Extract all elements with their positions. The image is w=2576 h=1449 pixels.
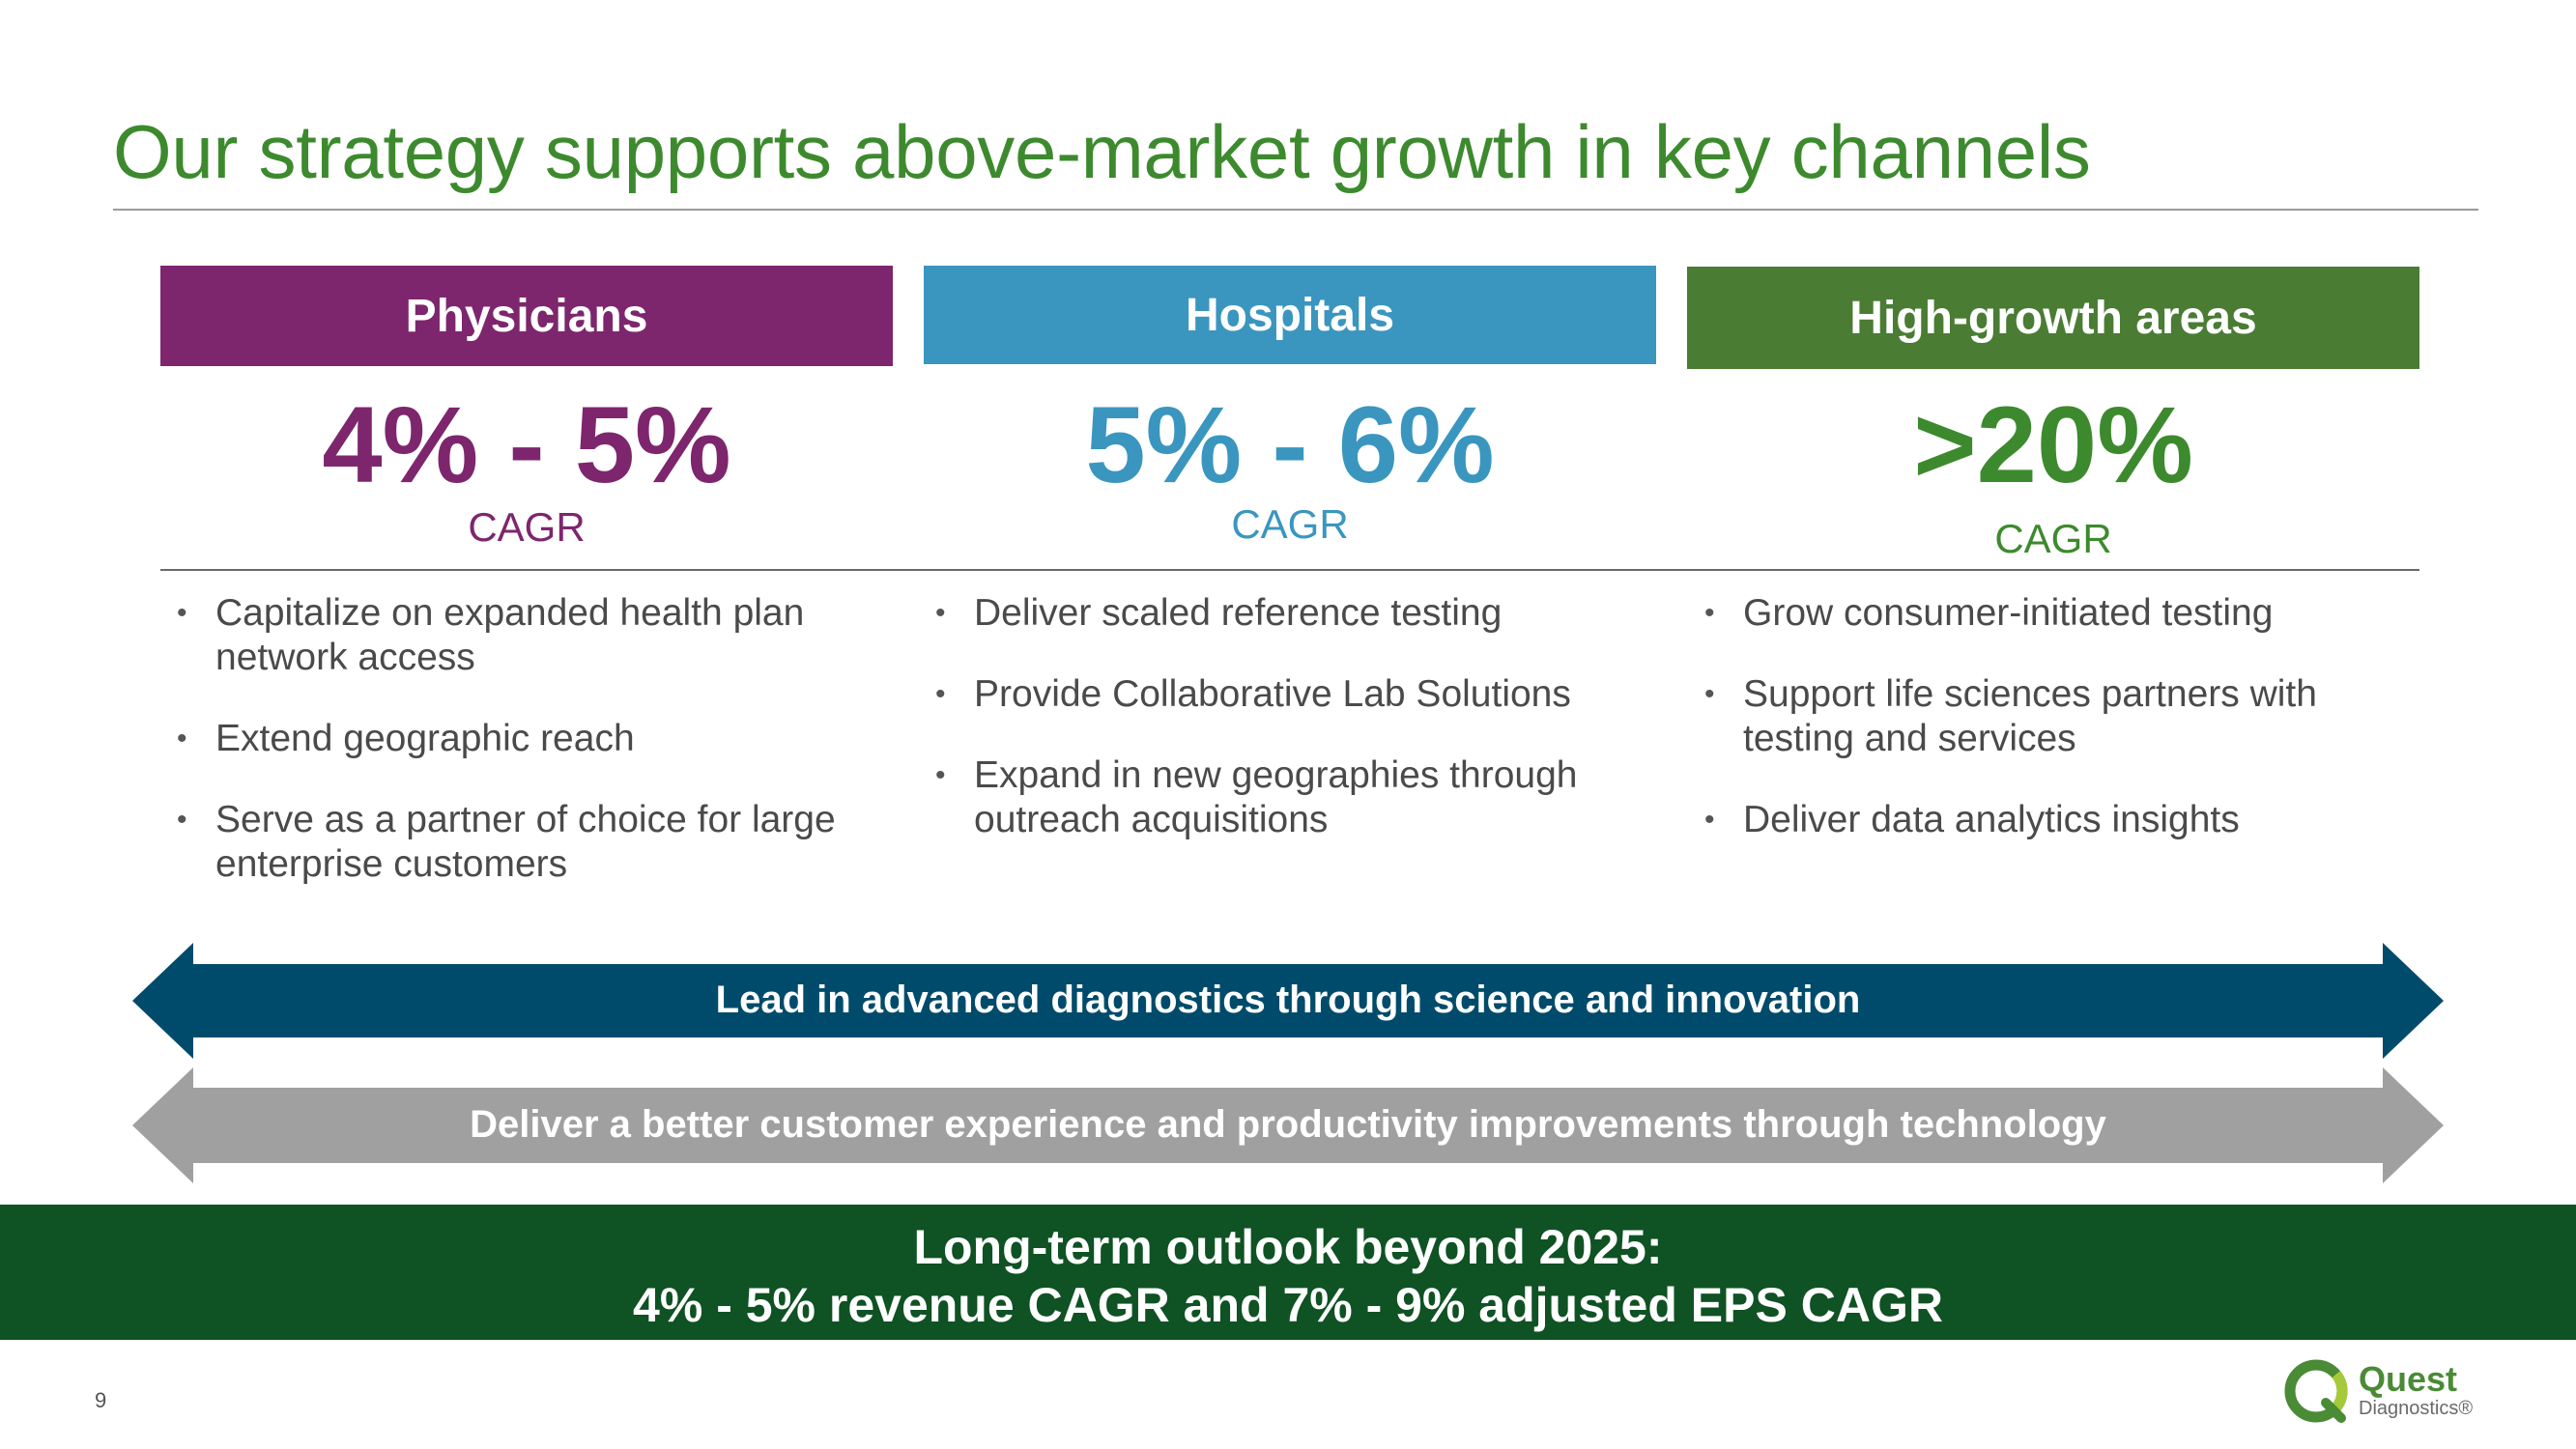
quest-diagnostics-logo: Quest Diagnostics® — [2277, 1356, 2500, 1424]
list-item: • Capitalize on expanded health plan netw… — [177, 592, 805, 678]
logo-subtitle: Diagnostics® — [2359, 1398, 2474, 1419]
hospitals-bullet-list: • Deliver scaled reference testing • Provi… — [935, 591, 1650, 879]
high-growth-bullet-list: • Grow consumer-initiated testing • Suppor… — [1704, 591, 2400, 879]
bullet-icon: • — [177, 723, 187, 754]
header-physicians: Physicians — [160, 266, 893, 366]
high-growth-value: >20% — [1913, 384, 2193, 505]
list-item: • Serve as a partner of choice for large … — [177, 799, 836, 885]
bullet-icon: • — [935, 759, 946, 791]
list-item: • Provide Collaborative Lab Solutions — [935, 673, 1571, 715]
bullet-icon: • — [177, 597, 187, 629]
header-hospitals: Hospitals — [924, 266, 1656, 364]
page-number: 9 — [95, 1388, 107, 1412]
customer-experience-arrow: Deliver a better customer experience and… — [132, 1067, 2444, 1183]
high-growth-cagr-label: CAGR — [1994, 516, 2112, 561]
bullet-icon: • — [1704, 804, 1715, 836]
physicians-bullet-list: • Capitalize on expanded health plan netw… — [177, 591, 853, 923]
bullet-icon: • — [935, 678, 946, 710]
list-item: • Deliver scaled reference testing — [935, 592, 1503, 634]
outlook-heading: Long-term outlook beyond 2025: — [913, 1220, 1663, 1274]
long-term-outlook-banner: Long-term outlook beyond 2025: 4% - 5% r… — [0, 1205, 2576, 1340]
science-innovation-label: Lead in advanced diagnostics through sci… — [715, 979, 1861, 1021]
logo-wordmark: Quest — [2359, 1359, 2458, 1399]
double-arrow-icon — [132, 1067, 2444, 1183]
title-divider — [113, 209, 2478, 211]
header-high-growth: High-growth areas — [1687, 267, 2419, 369]
bullet-icon: • — [1704, 597, 1715, 629]
bullet-icon: • — [935, 597, 946, 629]
quest-logo-icon — [2284, 1359, 2348, 1423]
list-item: • Grow consumer-initiated testing — [1704, 592, 2274, 634]
bullet-icon: • — [177, 804, 187, 836]
physicians-cagr-label: CAGR — [468, 504, 586, 550]
slide-title: Our strategy supports above-market growt… — [113, 109, 2091, 194]
list-item: • Expand in new geographies through outre… — [935, 754, 1578, 840]
bullet-icon: • — [1704, 678, 1715, 710]
hospitals-growth-value: 5% - 6% — [1085, 384, 1495, 505]
customer-experience-label: Deliver a better customer experience and… — [470, 1103, 2106, 1146]
list-item: • Deliver data analytics insights — [1704, 799, 2240, 840]
hospitals-cagr-label: CAGR — [1231, 501, 1349, 547]
list-item: • Extend geographic reach — [177, 718, 635, 759]
list-item: • Support life sciences partners with tes… — [1704, 673, 2317, 759]
outlook-detail: 4% - 5% revenue CAGR and 7% - 9% adjuste… — [633, 1278, 1943, 1332]
section-divider — [160, 569, 2419, 571]
science-innovation-arrow: Lead in advanced diagnostics through sci… — [132, 943, 2444, 1059]
double-arrow-icon — [132, 943, 2444, 1059]
physicians-growth-value: 4% - 5% — [322, 384, 731, 505]
